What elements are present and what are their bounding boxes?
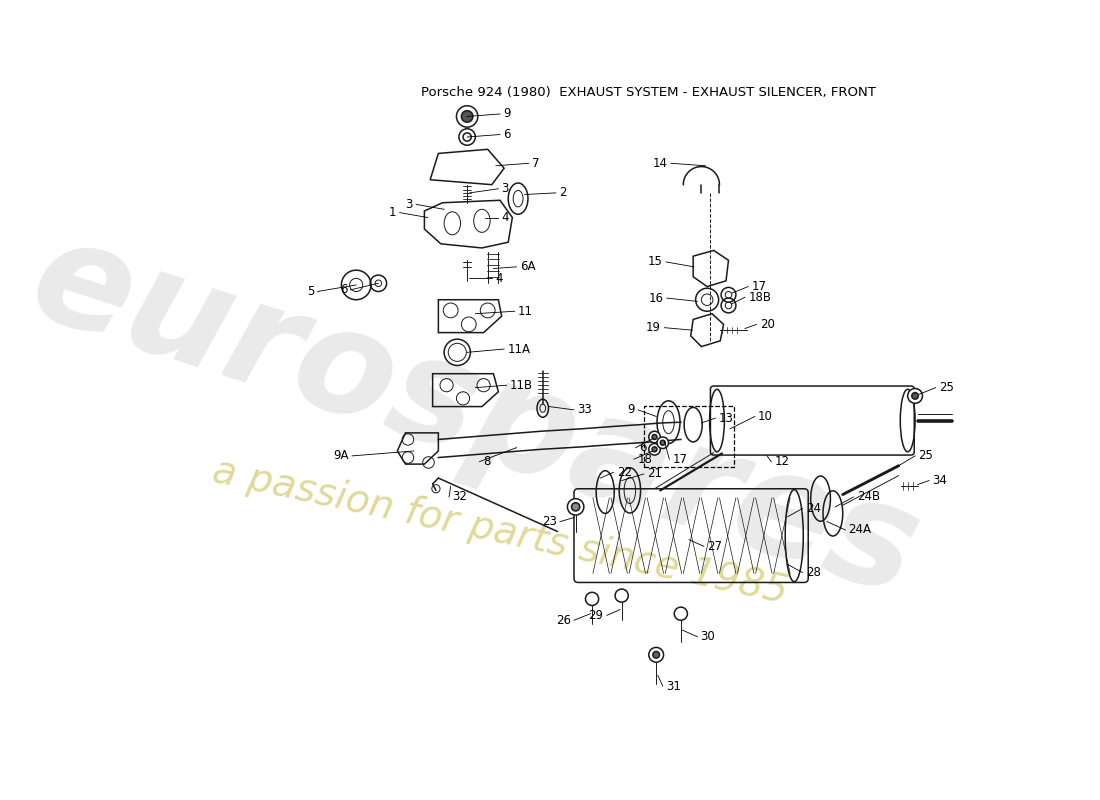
Text: 7: 7: [532, 157, 540, 170]
Text: 11B: 11B: [510, 378, 534, 392]
Text: 9: 9: [504, 107, 510, 121]
Circle shape: [615, 589, 628, 602]
Circle shape: [568, 498, 584, 515]
Text: 31: 31: [666, 679, 681, 693]
Text: 24A: 24A: [848, 523, 871, 536]
Text: 26: 26: [556, 614, 571, 626]
Text: 15: 15: [648, 255, 662, 269]
Text: a passion for parts since 1985: a passion for parts since 1985: [209, 452, 791, 611]
Text: eurospares: eurospares: [15, 207, 936, 626]
Text: 25: 25: [918, 450, 933, 462]
Text: 9: 9: [627, 403, 635, 416]
Text: 4: 4: [495, 272, 503, 285]
Circle shape: [461, 110, 473, 122]
Circle shape: [572, 502, 580, 511]
Text: 23: 23: [542, 515, 557, 528]
Text: 17: 17: [751, 280, 767, 293]
Text: 8: 8: [483, 455, 491, 468]
Text: 24B: 24B: [857, 490, 880, 503]
Circle shape: [653, 651, 660, 658]
Text: 19: 19: [646, 321, 661, 334]
Text: Porsche 924 (1980)  EXHAUST SYSTEM - EXHAUST SILENCER, FRONT: Porsche 924 (1980) EXHAUST SYSTEM - EXHA…: [420, 86, 876, 99]
Text: 10: 10: [758, 410, 773, 423]
Text: 32: 32: [452, 490, 468, 503]
Text: 22: 22: [617, 466, 631, 479]
Text: 29: 29: [588, 609, 604, 622]
Text: 5: 5: [307, 285, 315, 298]
Circle shape: [649, 647, 663, 662]
Text: 11A: 11A: [507, 342, 530, 355]
Text: 3: 3: [406, 198, 412, 211]
Text: 24: 24: [806, 502, 821, 515]
Text: 17: 17: [672, 453, 688, 466]
Bar: [644, 406, 735, 467]
Text: 6A: 6A: [519, 260, 536, 274]
Text: 12: 12: [774, 455, 790, 468]
Text: 14: 14: [652, 157, 668, 170]
Circle shape: [674, 607, 688, 620]
Text: 25: 25: [939, 381, 954, 394]
Circle shape: [652, 434, 657, 439]
Text: 21: 21: [647, 467, 662, 481]
Circle shape: [652, 447, 657, 452]
Circle shape: [912, 393, 918, 399]
Text: 6: 6: [504, 128, 510, 141]
Text: 33: 33: [578, 403, 592, 416]
Text: 6: 6: [340, 283, 348, 296]
Text: 20: 20: [760, 318, 774, 331]
Text: 28: 28: [806, 566, 821, 579]
Circle shape: [649, 431, 660, 442]
Circle shape: [459, 129, 475, 146]
Text: 1: 1: [389, 206, 396, 219]
Circle shape: [649, 443, 660, 455]
Text: 18: 18: [637, 453, 652, 466]
Text: 3: 3: [502, 182, 509, 195]
Circle shape: [456, 106, 477, 127]
Text: 30: 30: [701, 630, 715, 643]
Circle shape: [585, 592, 598, 606]
Circle shape: [908, 389, 923, 403]
Text: 18B: 18B: [748, 290, 771, 304]
Text: 11: 11: [518, 305, 534, 318]
Text: 4: 4: [502, 211, 509, 224]
Circle shape: [657, 437, 669, 449]
Text: 9A: 9A: [333, 450, 349, 462]
Text: 34: 34: [933, 474, 947, 487]
Text: 6: 6: [639, 441, 647, 454]
Text: 2: 2: [559, 186, 566, 199]
Text: 13: 13: [718, 411, 734, 425]
Text: 16: 16: [649, 291, 663, 305]
Text: 27: 27: [707, 540, 722, 553]
Circle shape: [660, 440, 666, 446]
